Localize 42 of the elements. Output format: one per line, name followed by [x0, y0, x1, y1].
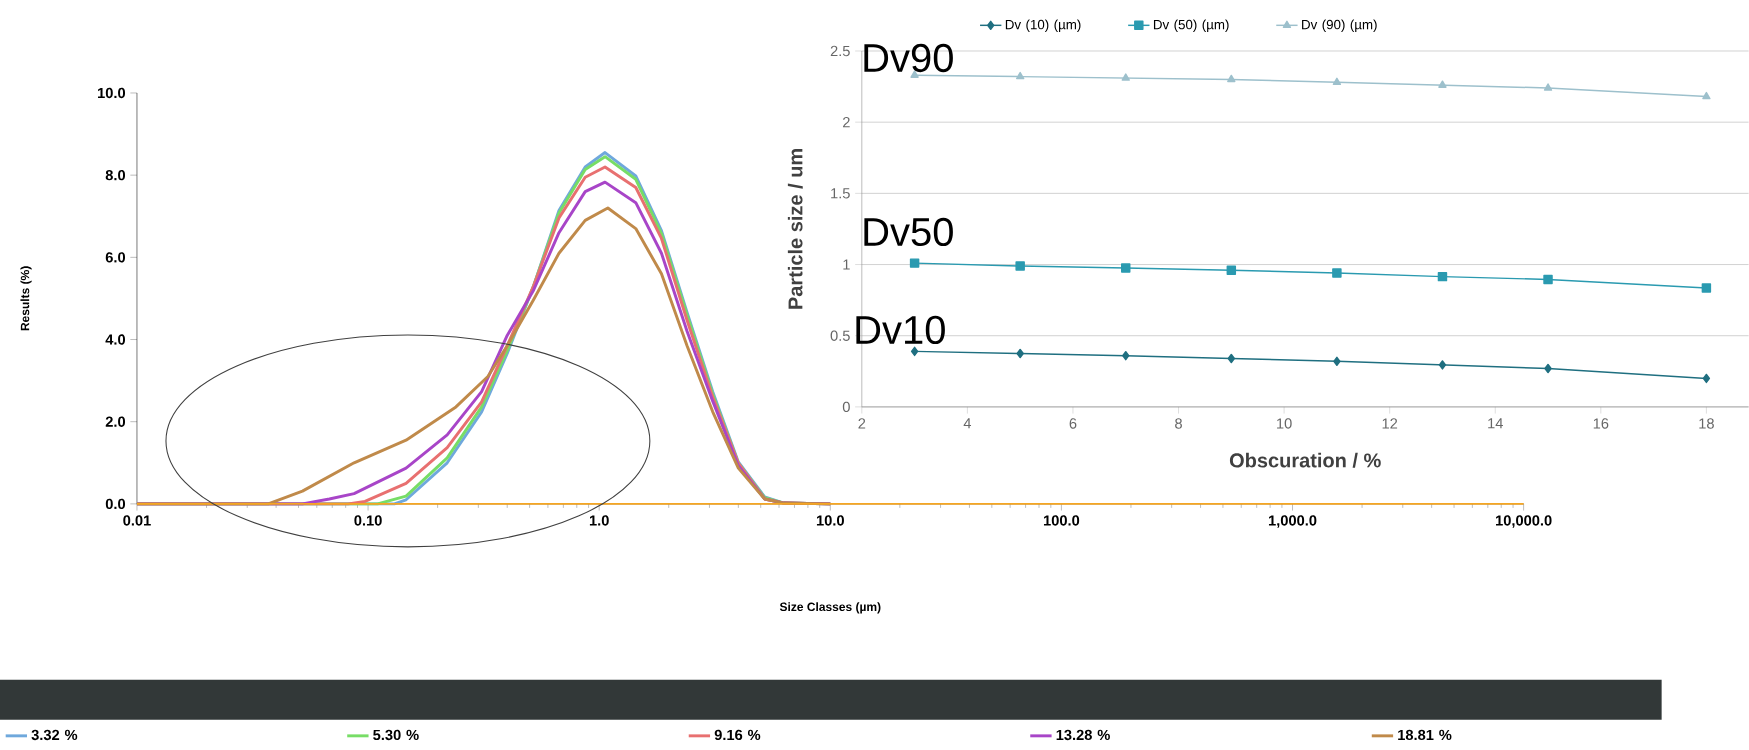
y-tick-label: 8.0: [105, 170, 126, 181]
legend-label: Dv (90) (µm): [1302, 19, 1377, 32]
x-tick-label: 16: [1593, 418, 1609, 429]
x-tick-label: 1.0: [589, 515, 609, 526]
y-axis-title: Particle size / um: [787, 149, 803, 309]
x-tick-label: 8: [1175, 418, 1182, 429]
y-tick-label: 1: [843, 259, 850, 270]
x-tick-label: 100.0: [1043, 515, 1080, 526]
legend-label: Dv (50) (µm): [1153, 19, 1229, 32]
x-tick-label: 18: [1699, 418, 1714, 429]
y-tick-label: 1.5: [831, 188, 850, 199]
y-tick-label: 0.5: [830, 330, 850, 341]
y-tick-label: 2.0: [105, 416, 126, 427]
x-axis-title: Size Classes (µm): [779, 602, 881, 614]
annotation: Dv50: [864, 217, 953, 247]
y-tick-label: 2.5: [830, 45, 850, 57]
x-tick-label: 2: [858, 418, 866, 429]
legend-label: 3.32 %: [31, 729, 78, 741]
y-tick-label: 2: [843, 117, 850, 128]
x-tick-label: 10: [1277, 418, 1292, 429]
x-tick-label: 1,000.0: [1268, 515, 1317, 528]
legend-label: 5.30 %: [373, 729, 419, 741]
x-tick-label: 10,000.0: [1496, 515, 1552, 528]
x-tick-label: 6: [1069, 418, 1077, 429]
y-tick-label: 0.0: [105, 498, 126, 510]
legend-label: 13.28 %: [1056, 729, 1110, 741]
annotation: Dv90: [864, 43, 953, 73]
legend-label: 9.16 %: [714, 729, 761, 741]
x-tick-label: 0.01: [123, 515, 151, 526]
y-axis-title: Results (%): [20, 266, 32, 331]
legend-label: Dv (10) (µm): [1005, 19, 1081, 32]
y-tick-label: 4.0: [105, 334, 126, 345]
annotation: Dv10: [856, 315, 945, 345]
x-tick-label: 12: [1382, 418, 1398, 429]
y-tick-label: 6.0: [105, 252, 126, 263]
y-tick-label: 10.0: [98, 87, 126, 99]
x-axis-title: Obscuration / %: [1229, 452, 1381, 468]
y-tick-label: 0: [842, 401, 850, 413]
x-tick-label: 0.10: [354, 515, 382, 526]
x-tick-label: 4: [963, 418, 972, 429]
legend-label: 18.81 %: [1398, 729, 1452, 741]
x-tick-label: 14: [1488, 418, 1503, 429]
